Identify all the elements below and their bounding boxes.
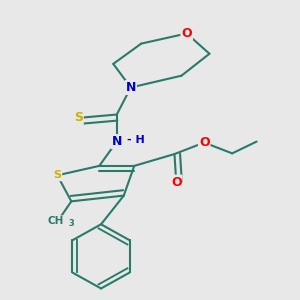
Text: - H: - H: [127, 135, 145, 145]
Text: O: O: [171, 176, 181, 189]
Text: 3: 3: [68, 219, 74, 228]
Text: S: S: [74, 111, 83, 124]
Text: N: N: [112, 135, 122, 148]
Text: O: O: [182, 27, 192, 40]
Text: N: N: [126, 81, 136, 94]
Text: S: S: [53, 170, 61, 180]
Text: CH: CH: [47, 216, 64, 226]
Text: O: O: [199, 136, 209, 149]
